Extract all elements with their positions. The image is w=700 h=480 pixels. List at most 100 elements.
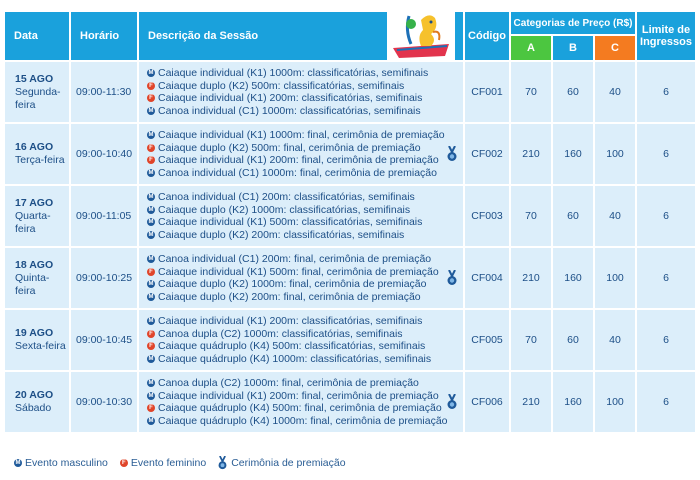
session-time: 09:00-10:45 <box>71 310 137 370</box>
header-cat-b: B <box>553 36 593 60</box>
header-limit: Limite de Ingressos <box>637 12 695 60</box>
event-text: Caiaque individual (K1) 200m: final, cer… <box>158 389 439 402</box>
header-price-categories: Categorias de Preço (R$) <box>511 12 635 34</box>
women-badge-icon: F <box>147 156 155 165</box>
date-weekday: Quinta-feira <box>15 271 50 297</box>
event-line: M Caiaque duplo (K2) 200m: classificatóri… <box>147 229 463 242</box>
event-text: Canoa individual (C1) 200m: classificató… <box>158 191 415 203</box>
session-date: 20 AGO Sábado <box>5 372 69 432</box>
event-line: F Caiaque duplo (K2) 500m: final, cerimôn… <box>147 142 463 155</box>
event-line: F Caiaque individual (K1) 200m: classific… <box>147 92 463 105</box>
session-code: CF005 <box>465 310 509 370</box>
price-a: 70 <box>511 62 551 122</box>
price-c: 100 <box>595 124 635 184</box>
women-badge-icon: F <box>119 459 128 467</box>
price-c: 100 <box>595 248 635 308</box>
men-badge-icon: M <box>14 459 22 467</box>
session-description: M Canoa individual (C1) 200m: classificat… <box>139 186 463 246</box>
price-a: 210 <box>511 124 551 184</box>
price-c: 100 <box>595 372 635 432</box>
ticket-limit: 6 <box>637 310 695 370</box>
medal-icon <box>447 146 457 161</box>
date-weekday: Segunda-feira <box>15 85 61 111</box>
event-text: Caiaque quádruplo (K4) 500m: classificat… <box>158 340 426 352</box>
women-badge-icon: F <box>147 267 155 276</box>
date-weekday: Sábado <box>15 402 52 414</box>
event-text: Caiaque duplo (K2) 500m: final, cerimôni… <box>158 141 421 154</box>
date-weekday: Sexta-feira <box>15 340 66 352</box>
ticket-limit: 6 <box>637 124 695 184</box>
price-a: 70 <box>511 186 551 246</box>
event-text: Caiaque duplo (K2) 200m: classificatória… <box>158 228 405 241</box>
event-text: Canoa individual (C1) 1000m: final, ceri… <box>158 166 437 179</box>
event-text: Caiaque individual (K1) 500m: classifica… <box>158 216 423 228</box>
men-badge-icon: M <box>147 193 155 202</box>
men-badge-icon: M <box>147 230 155 239</box>
women-badge-icon: F <box>147 143 155 152</box>
date-day: 19 AGO <box>15 327 54 339</box>
session-time: 09:00-10:25 <box>71 248 137 308</box>
event-text: Caiaque individual (K1) 1000m: classific… <box>158 67 429 79</box>
men-badge-icon: M <box>147 205 155 214</box>
women-badge-icon: F <box>147 329 155 338</box>
session-description: M Caiaque individual (K1) 1000m: classifi… <box>139 62 463 122</box>
men-badge-icon: M <box>147 280 155 289</box>
session-time: 09:00-10:30 <box>71 372 137 432</box>
price-b: 60 <box>553 186 593 246</box>
event-line: M Canoa individual (C1) 1000m: final, cer… <box>147 167 463 180</box>
event-text: Caiaque quádruplo (K4) 1000m: final, cer… <box>158 414 448 427</box>
session-date: 15 AGO Segunda-feira <box>5 62 69 122</box>
session-description: M Caiaque individual (K1) 1000m: final, c… <box>139 124 463 184</box>
event-text: Caiaque quádruplo (K4) 500m: final, ceri… <box>158 402 442 414</box>
date-day: 16 AGO <box>15 141 54 153</box>
price-c: 40 <box>595 62 635 122</box>
session-code: CF004 <box>465 248 509 308</box>
event-text: Caiaque individual (K1) 200m: classifica… <box>158 92 423 104</box>
header-cat-a: A <box>511 36 551 60</box>
event-line: M Caiaque duplo (K2) 1000m: classificatór… <box>147 204 463 217</box>
event-text: Canoa individual (C1) 200m: final, cerim… <box>158 253 432 265</box>
event-line: M Canoa individual (C1) 200m: final, ceri… <box>147 253 463 266</box>
event-text: Caiaque duplo (K2) 1000m: classificatóri… <box>158 203 411 216</box>
session-date: 17 AGO Quarta-feira <box>5 186 69 246</box>
legend-ceremony-label: Cerimônia de premiação <box>231 457 346 469</box>
event-line: M Caiaque individual (K1) 200m: classific… <box>147 315 463 328</box>
session-row: 18 AGO Quinta-feira 09:00-10:25 M Canoa indi… <box>5 248 695 308</box>
header-time: Horário <box>71 12 137 60</box>
event-line: M Caiaque individual (K1) 500m: classific… <box>147 216 463 229</box>
event-line: M Caiaque duplo (K2) 1000m: final, cerimô… <box>147 278 463 291</box>
women-badge-icon: F <box>147 81 155 90</box>
event-line: M Caiaque duplo (K2) 200m: final, cerimôn… <box>147 291 463 304</box>
event-line: M Caiaque quádruplo (K4) 1000m: classific… <box>147 353 463 366</box>
session-description: M Caiaque individual (K1) 200m: classific… <box>139 310 463 370</box>
event-line: M Canoa dupla (C2) 1000m: final, cerimôni… <box>147 377 463 390</box>
medal-icon <box>447 394 457 409</box>
men-badge-icon: M <box>147 106 155 115</box>
price-c: 40 <box>595 310 635 370</box>
event-text: Canoa dupla (C2) 1000m: final, cerimônia… <box>158 377 419 389</box>
event-line: F Caiaque individual (K1) 200m: final, ce… <box>147 154 463 167</box>
women-badge-icon: F <box>147 404 155 413</box>
men-badge-icon: M <box>147 416 155 425</box>
event-text: Caiaque quádruplo (K4) 1000m: classifica… <box>158 352 432 365</box>
session-code: CF006 <box>465 372 509 432</box>
price-a: 210 <box>511 248 551 308</box>
header-cat-c: C <box>595 36 635 60</box>
men-badge-icon: M <box>147 292 155 301</box>
legend-men-label: Evento masculino <box>25 457 108 469</box>
legend-ceremony: Cerimônia de premiação <box>218 456 346 470</box>
session-row: 17 AGO Quarta-feira 09:00-11:05 M Canoa indi… <box>5 186 695 246</box>
price-c: 40 <box>595 186 635 246</box>
event-text: Caiaque individual (K1) 1000m: final, ce… <box>158 129 445 141</box>
event-line: F Caiaque duplo (K2) 500m: classificatóri… <box>147 80 463 93</box>
session-row: 16 AGO Terça-feira 09:00-10:40 M Caiaque ind… <box>5 124 695 184</box>
date-weekday: Terça-feira <box>15 154 65 166</box>
men-badge-icon: M <box>147 168 155 177</box>
ticket-limit: 6 <box>637 186 695 246</box>
men-badge-icon: M <box>147 391 155 400</box>
event-line: F Caiaque quádruplo (K4) 500m: classifica… <box>147 340 463 353</box>
men-badge-icon: M <box>147 317 155 326</box>
event-text: Caiaque duplo (K2) 200m: final, cerimôni… <box>158 290 421 303</box>
event-line: F Caiaque quádruplo (K4) 500m: final, cer… <box>147 402 463 415</box>
